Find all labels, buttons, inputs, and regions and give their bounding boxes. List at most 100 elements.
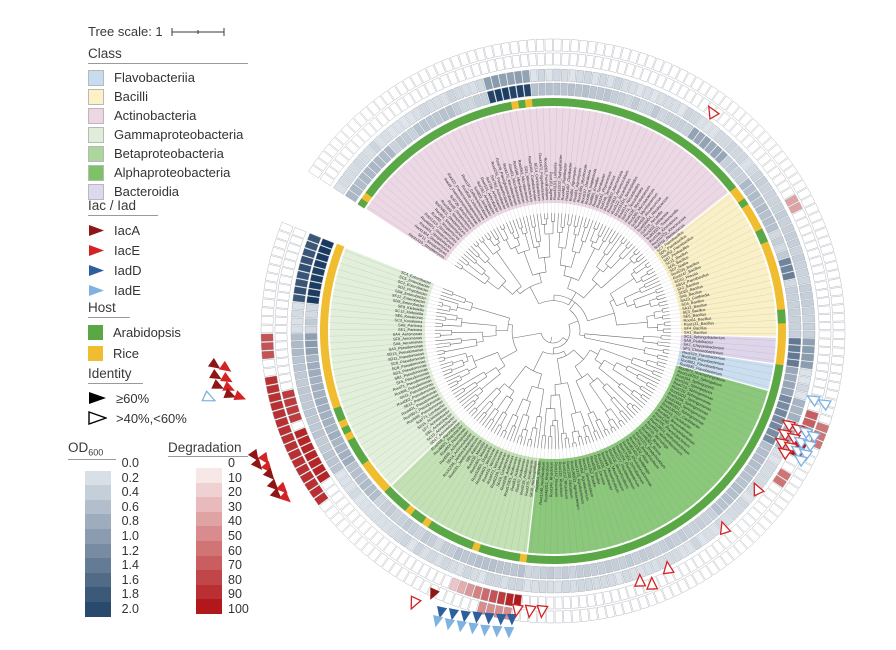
svg-text:Root219_Acidovorax: Root219_Acidovorax [518,459,530,495]
marker-IacE-filled [275,481,288,494]
taxon-labels: Root1310_StreptomycesSF11_StreptomycesRo… [387,153,726,510]
class-swatch [88,88,104,105]
marker-IadE-open [201,389,217,402]
legend-item-rice: Rice [88,343,218,364]
svg-text:Root1240_Neorhizobium: Root1240_Neorhizobium [538,461,546,504]
iaca-triangle-icon [89,224,104,236]
marker-IacA-filled [247,448,259,462]
marker-IacE-open [410,595,423,611]
marker-IacE-filled [257,451,269,465]
tree-scale: Tree scale: 1 [88,24,228,39]
svg-text:SA9_Pedobacter: SA9_Pedobacter [684,338,714,345]
svg-text:SC6_Pseudomonas: SC6_Pseudomonas [390,355,425,367]
svg-text:SA1_Bacillus: SA1_Bacillus [684,330,707,335]
marker-IacE-filled [278,490,291,503]
svg-text:SA3_Pseudomonas: SA3_Pseudomonas [388,343,423,352]
legend-identity: Identity ≥60% >40%,<60% [88,366,218,428]
svg-text:Root1464_Curtobacterium: Root1464_Curtobacterium [527,156,538,202]
svg-text:SD9_Enterobacter: SD9_Enterobacter [392,298,425,309]
svg-text:Root149_Rhizobium: Root149_Rhizobium [548,462,553,497]
marker-IacA-filled [211,379,224,389]
svg-text:SC1_Sphingobacterium: SC1_Sphingobacterium [684,334,725,341]
marker-IadE-open [817,398,832,412]
marker-IadE-filled [492,625,503,638]
svg-text:SE6_Kosakonia: SE6_Kosakonia [395,313,424,321]
svg-text:SF4_Bacillus: SF4_Bacillus [684,325,707,330]
degradation-scale: Degradation 0 10 20 30 40 50 60 70 80 90 100 [168,440,278,616]
class-swatch [88,126,104,143]
svg-text:Root275_Acidovorax: Root275_Acidovorax [523,460,534,497]
host-swatch-rice [88,346,103,361]
marker-IacE-open [753,481,766,497]
svg-text:SC12_Klebsiella: SC12_Klebsiella [394,308,424,317]
marker-IacA-filled [223,388,237,398]
marker-IacE-open [774,437,790,451]
legend-item-iade: IadE [88,280,208,300]
legend-item-gammaproteobacteria: Gammaproteobacteria [88,125,248,144]
svg-text:Root482D2_Rhizobium: Root482D2_Rhizobium [543,462,550,502]
svg-text:SE14_Curtobacterium: SE14_Curtobacterium [533,162,542,201]
marker-IacE-open [662,560,675,575]
marker-IacE-filled [220,371,233,383]
legend-item-flavobacteriia: Flavobacteriia [88,68,248,87]
svg-text:Root1203_Rhizobium: Root1203_Rhizobium [565,461,574,499]
marker-IacE-open [511,603,525,618]
marker-IacE-open [719,520,732,536]
marker-IacE-open [645,575,659,590]
legend-host: Host Arabidopsis Rice [88,300,218,364]
legend-item-iadd: IadD [88,260,208,280]
svg-text:Root1497_Clavibacter: Root1497_Clavibacter [564,161,573,201]
legend-item-betaproteobacteria: Betaproteobacteria [88,144,248,163]
dendrogram [435,213,671,449]
iade-triangle-icon [89,284,104,296]
svg-text:SE3_Bacillus: SE3_Bacillus [682,307,705,315]
degradation-tick-labels: 0 10 20 30 40 50 60 70 80 90 100 [228,456,249,616]
legend-iac-iad: Iac / Iad IacA IacE IadD IadE [88,198,208,300]
legend-item-iace: IacE [88,240,208,260]
marker-IadD-filled [496,613,507,626]
class-sectors [330,107,776,554]
degradation-gradient [196,468,278,614]
svg-text:Root482_Plantibacter: Root482_Plantibacter [560,162,568,200]
class-swatch [88,164,104,181]
legend-item-arabidopsis: Arabidopsis [88,322,218,343]
identity-filled-triangle-icon [89,392,106,404]
svg-text:SA6_Aeromonas: SA6_Aeromonas [393,339,423,346]
marker-IadE-filled [468,622,479,635]
iac-iad-markers [201,105,832,639]
marker-IacA-filled [269,487,282,500]
svg-text:SF2_Bacillus: SF2_Bacillus [676,280,699,292]
svg-text:SC3_Kosakonia: SC3_Kosakonia [394,317,423,324]
marker-IacA-filled [266,478,279,491]
marker-IadE-filled [503,626,515,639]
svg-text:SA5_Bacillus: SA5_Bacillus [679,289,702,300]
legend-class: Class Flavobacteriia Bacilli Actinobacte… [88,46,248,201]
marker-IacE-filled [233,390,247,400]
iace-triangle-icon [89,244,104,256]
marker-IadD-filled [484,612,495,625]
svg-text:SA7_Chryseobacterium: SA7_Chryseobacterium [683,342,724,351]
legend-item-iaca: IacA [88,220,208,240]
svg-text:SE1_Pantoea: SE1_Pantoea [398,327,423,332]
svg-text:SE8_Klebsiella: SE8_Klebsiella [397,303,424,312]
marker-IadD-filled [448,608,460,621]
legend-item-alphaproteobacteria: Alphaproteobacteria [88,163,248,182]
marker-IadD-filled [437,605,448,619]
svg-text:SF8_Aeromonas: SF8_Aeromonas [393,335,422,342]
marker-IacA-filled [250,457,263,470]
svg-text:Root1472_Frigoribacterium: Root1472_Frigoribacterium [538,153,547,200]
marker-IadD-filled [460,610,471,623]
svg-text:Root112D2_Rathayibacter: Root112D2_Rathayibacter [556,154,563,200]
marker-IacE-filled [218,360,232,372]
marker-IacA-filled [430,587,440,600]
host-ring [320,97,786,564]
svg-text:SD13_Pseudomonas: SD13_Pseudomonas [387,347,424,357]
marker-IadD-filled [472,611,483,624]
legend-host-title: Host [88,300,130,318]
legend-item-identity-high: ≥60% [88,388,218,408]
svg-text:Root263_Frondihabitans: Root263_Frondihabitans [543,157,550,200]
class-swatch [88,69,104,86]
svg-text:Root81_Agromyces: Root81_Agromyces [572,168,583,203]
